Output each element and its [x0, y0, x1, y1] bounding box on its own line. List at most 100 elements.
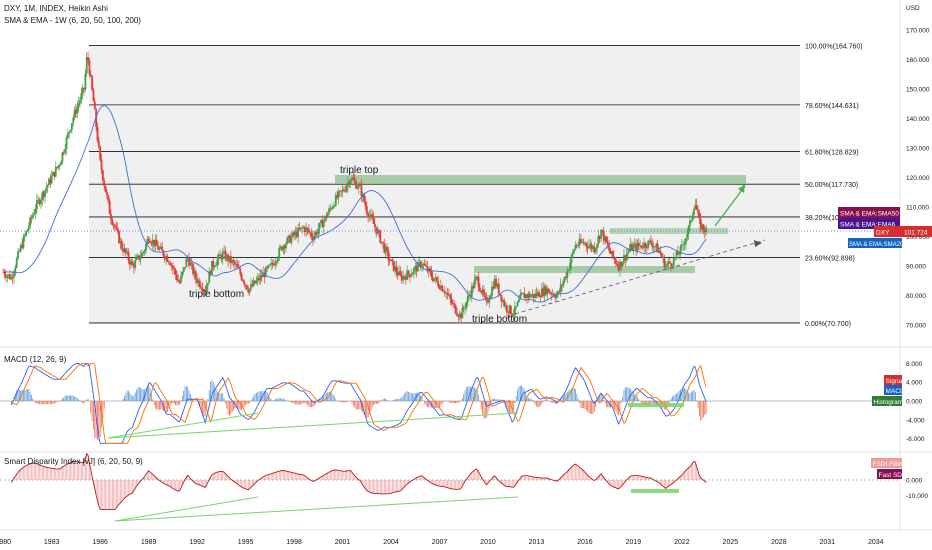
candle-body — [530, 295, 532, 298]
triple-top-label[interactable]: triple top — [340, 165, 379, 176]
indicator-title[interactable]: SMA & EMA - 1W (6, 20, 50, 100, 200) — [4, 16, 141, 25]
candle-body — [166, 256, 169, 262]
candle-body — [391, 259, 394, 261]
triple-bottom-zone[interactable] — [474, 266, 695, 273]
candle-body — [275, 261, 278, 263]
candle-body — [321, 220, 324, 228]
candle-body — [157, 245, 159, 250]
candle-body — [509, 305, 512, 315]
candle-body — [456, 313, 458, 316]
sma200-line — [3, 105, 707, 303]
candle-body — [267, 265, 270, 268]
candle-body — [558, 291, 561, 293]
candle-body — [574, 245, 577, 250]
sdi-title[interactable]: Smart Disparity Index [vJ] (6, 20, 50, 9… — [4, 457, 143, 466]
candle-body — [143, 250, 146, 253]
candle-body — [252, 280, 255, 286]
candle-body — [473, 280, 476, 289]
candle-body — [670, 263, 672, 266]
candle-body — [472, 286, 475, 289]
fib-retracement[interactable]: 100.00%(164.760) 78.60%(144.631) 61.80%(12… — [89, 43, 863, 328]
candle-body — [29, 217, 32, 227]
candle-body — [64, 148, 67, 153]
candle-body — [685, 238, 687, 244]
candle-body — [442, 291, 445, 292]
candle-body — [562, 281, 565, 286]
candle-body — [225, 254, 228, 260]
candle-body — [384, 246, 387, 253]
candle-body — [205, 285, 208, 293]
candle-body — [42, 192, 45, 197]
candle-body — [73, 109, 76, 118]
triple-bottom-label-1[interactable]: triple bottom — [189, 289, 244, 300]
candle-body — [536, 292, 539, 296]
candle-body — [470, 286, 473, 297]
candle-body — [365, 206, 368, 214]
time-axis-tick: 2025 — [723, 539, 739, 546]
candle-body — [400, 275, 403, 281]
candle-body — [62, 152, 65, 154]
candle-body — [33, 213, 36, 215]
candle-body — [106, 192, 108, 196]
candle-body — [271, 263, 274, 265]
candle-body — [330, 208, 333, 209]
candle-body — [194, 271, 197, 279]
candle-body — [146, 239, 149, 245]
candle-body — [128, 260, 131, 265]
triple-top-zone[interactable] — [335, 175, 746, 184]
candle-body — [373, 223, 376, 228]
candle-body — [9, 274, 11, 280]
candle-body — [522, 292, 524, 294]
candle-body — [488, 299, 491, 303]
candle-body — [22, 236, 25, 248]
candle-body — [549, 292, 551, 294]
trend-lines[interactable] — [0, 184, 900, 315]
candle-body — [491, 286, 493, 296]
candle-body — [104, 185, 107, 193]
candle-body — [76, 106, 79, 114]
candle-body — [600, 229, 602, 239]
candle-body — [198, 280, 201, 287]
candle-body — [93, 101, 96, 110]
sdi-divergence-line-1 — [114, 496, 259, 522]
price-axis-tick: 130.000 — [906, 146, 930, 153]
candle-body — [326, 213, 329, 218]
candle-body — [411, 273, 414, 275]
candle-body — [458, 313, 461, 317]
candle-body — [515, 306, 518, 307]
candle-body — [17, 251, 19, 259]
candle-body — [333, 205, 336, 207]
price-axis-tick: 70.000 — [906, 323, 926, 330]
candle-body — [268, 264, 271, 266]
candle-body — [167, 261, 170, 263]
candle-body — [231, 260, 234, 264]
sdi-fast-tag-text: Fast SDI — [879, 472, 904, 479]
candle-body — [38, 199, 41, 205]
candle-body — [621, 262, 624, 267]
candle-body — [139, 256, 142, 260]
candle-body — [480, 291, 483, 293]
candle-body — [19, 244, 22, 251]
sma200-tag — [848, 238, 902, 248]
fib-level-label: 100.00%(164.760) — [805, 43, 863, 50]
candle-body — [25, 231, 28, 236]
candle-body — [149, 241, 151, 243]
candle-body — [141, 252, 143, 257]
candle-body — [637, 242, 640, 246]
candle-body — [452, 303, 454, 304]
triple-bottom-label-2[interactable]: triple bottom — [472, 314, 527, 325]
macd-signal-tag-text: Signal — [886, 378, 905, 385]
chart-symbol-title[interactable]: DXY, 1M, INDEX, Heikin Ashi — [4, 4, 108, 13]
candle-body — [272, 264, 275, 266]
projection-arrow-line[interactable] — [714, 185, 746, 227]
candle-body — [287, 235, 290, 238]
candle-body — [334, 195, 337, 206]
candle-body — [582, 241, 585, 244]
candle-body — [446, 292, 449, 295]
price-axis-tick: 80.000 — [906, 293, 926, 300]
dashed-support-trendline[interactable] — [514, 239, 766, 315]
candle-body — [540, 288, 543, 297]
candle-body — [569, 262, 572, 270]
macd-title[interactable]: MACD (12, 26, 9) — [4, 355, 67, 364]
